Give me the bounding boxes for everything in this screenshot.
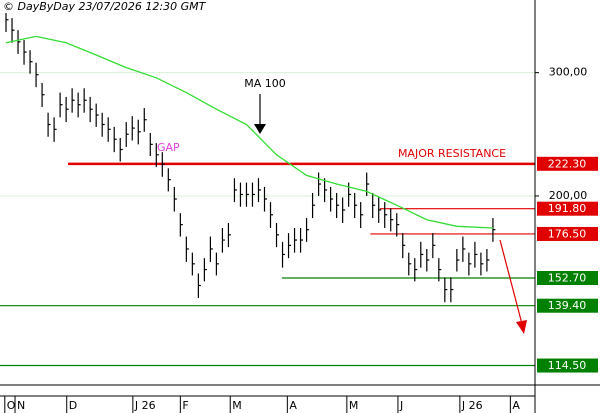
x-tick-label: D (69, 399, 77, 412)
x-tick-label: M (349, 399, 359, 412)
level-label: 176.50 (548, 227, 587, 240)
level-box (537, 358, 598, 373)
ma-arrow-head (254, 124, 266, 134)
level-label: 152.70 (548, 272, 587, 285)
x-tick-label: J (399, 399, 403, 412)
y-tick-label: 200,00 (549, 189, 588, 202)
x-tick-label: M (232, 399, 242, 412)
level-box (537, 156, 598, 171)
projection-arrow (499, 239, 523, 325)
chart-title: © DayByDay 23/07/2026 12:30 GMT (3, 0, 207, 13)
x-tick-label: N (17, 399, 25, 412)
level-label: 191.80 (548, 202, 587, 215)
level-box (537, 271, 598, 286)
x-tick-label: A (289, 399, 297, 412)
x-tick-label: O (7, 399, 16, 412)
projection-arrow-head (516, 320, 527, 334)
ma-annotation: MA 100 (244, 77, 286, 90)
resistance-annotation: MAJOR RESISTANCE (398, 147, 506, 160)
level-label: 222.30 (548, 157, 587, 170)
title-box (0, 0, 210, 13)
level-box (537, 226, 598, 241)
level-label: 114.50 (548, 359, 587, 372)
x-tick-label: J 26 (134, 399, 156, 412)
level-label: 139.40 (548, 299, 587, 312)
ma-line (5, 35, 493, 229)
x-tick-label: F (182, 399, 188, 412)
x-tick-label: J 26 (461, 399, 483, 412)
x-tick-label: A (512, 399, 520, 412)
y-tick-label: 300,00 (549, 66, 588, 79)
level-box (537, 201, 598, 216)
gap-annotation: GAP (157, 141, 180, 154)
level-box (537, 298, 598, 313)
